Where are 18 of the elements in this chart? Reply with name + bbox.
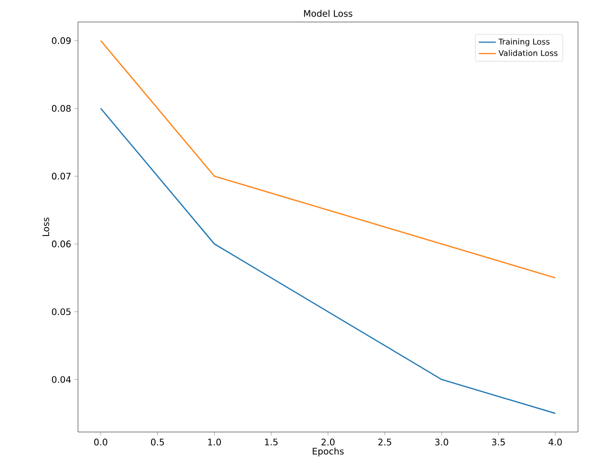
x-tick-label: 1.5 xyxy=(265,438,278,446)
chart-title: Model Loss xyxy=(304,10,352,17)
x-tick-label: 4.0 xyxy=(548,438,562,446)
y-tick-label: 0.08 xyxy=(52,105,71,112)
x-tick-label: 3.5 xyxy=(492,438,505,446)
x-tick-label: 1.0 xyxy=(208,438,221,446)
x-axis-title: Epochs xyxy=(312,448,344,456)
y-tick-label: 0.09 xyxy=(52,37,71,44)
x-tick-label: 0.5 xyxy=(151,438,164,446)
y-axis-title: Loss xyxy=(42,218,50,236)
y-tick-label: 0.06 xyxy=(52,240,71,248)
y-tick-label: 0.05 xyxy=(52,308,71,316)
x-tick-label: 2.0 xyxy=(322,438,335,446)
x-tick-label: 3.0 xyxy=(435,438,448,446)
y-tick-label: 0.04 xyxy=(52,376,71,383)
x-tick-label: 2.5 xyxy=(378,438,392,446)
x-tick-label: 0.0 xyxy=(94,438,108,446)
y-tick-label: 0.07 xyxy=(52,172,71,180)
